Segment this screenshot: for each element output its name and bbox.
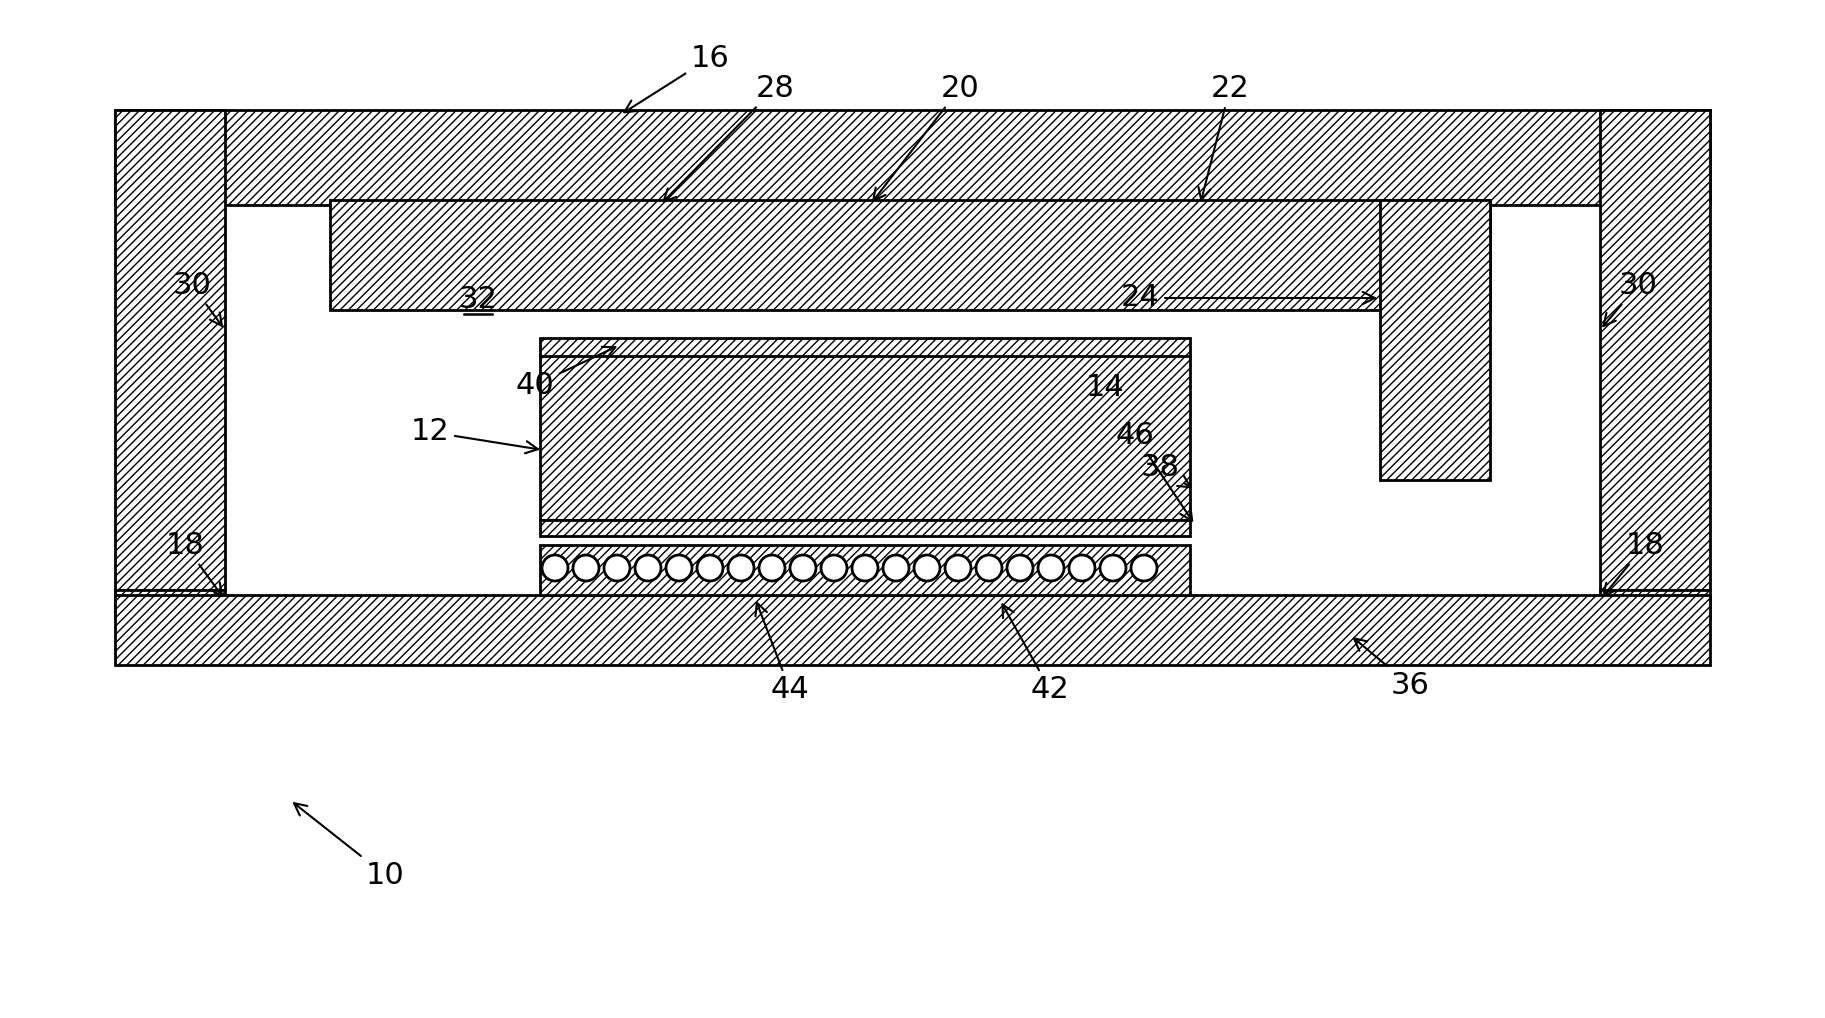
Circle shape bbox=[1069, 555, 1095, 581]
Text: 30: 30 bbox=[1604, 271, 1657, 326]
Bar bbox=[1380, 200, 1489, 480]
Circle shape bbox=[883, 555, 909, 581]
Circle shape bbox=[573, 555, 599, 581]
Bar bbox=[115, 110, 224, 590]
Text: 14: 14 bbox=[1086, 374, 1124, 402]
Text: 44: 44 bbox=[756, 603, 808, 704]
Text: 36: 36 bbox=[1354, 638, 1429, 699]
Bar bbox=[1601, 590, 1710, 618]
Text: 24: 24 bbox=[1121, 283, 1374, 313]
Circle shape bbox=[852, 555, 878, 581]
Circle shape bbox=[914, 555, 940, 581]
Bar bbox=[540, 520, 1190, 536]
Circle shape bbox=[542, 555, 568, 581]
Text: 28: 28 bbox=[664, 73, 794, 202]
Circle shape bbox=[1007, 555, 1033, 581]
Circle shape bbox=[728, 555, 754, 581]
Circle shape bbox=[790, 555, 816, 581]
Circle shape bbox=[1038, 555, 1064, 581]
Circle shape bbox=[976, 555, 1002, 581]
Bar bbox=[540, 338, 1190, 356]
Text: 38: 38 bbox=[1141, 453, 1190, 488]
Bar bbox=[115, 595, 1710, 665]
Text: 16: 16 bbox=[624, 44, 730, 112]
Text: 18: 18 bbox=[1602, 530, 1664, 597]
Circle shape bbox=[666, 555, 692, 581]
Bar bbox=[1601, 110, 1710, 590]
Bar bbox=[330, 200, 1489, 310]
Circle shape bbox=[821, 555, 847, 581]
Circle shape bbox=[635, 555, 661, 581]
Bar bbox=[115, 110, 1710, 205]
Bar bbox=[540, 355, 1190, 520]
Circle shape bbox=[945, 555, 971, 581]
Circle shape bbox=[1100, 555, 1126, 581]
Bar bbox=[115, 590, 224, 618]
Text: 10: 10 bbox=[294, 803, 405, 890]
Text: 46: 46 bbox=[1115, 420, 1192, 521]
Text: 42: 42 bbox=[1002, 605, 1069, 704]
Text: 12: 12 bbox=[411, 417, 538, 453]
Circle shape bbox=[604, 555, 630, 581]
Text: 22: 22 bbox=[1199, 73, 1250, 201]
Text: 40: 40 bbox=[516, 347, 615, 399]
Text: 32: 32 bbox=[458, 285, 498, 315]
Circle shape bbox=[697, 555, 723, 581]
Circle shape bbox=[1132, 555, 1157, 581]
Text: 30: 30 bbox=[173, 271, 223, 326]
Circle shape bbox=[759, 555, 785, 581]
Bar bbox=[540, 545, 1190, 595]
Text: 20: 20 bbox=[872, 73, 980, 201]
Text: 18: 18 bbox=[166, 530, 223, 596]
